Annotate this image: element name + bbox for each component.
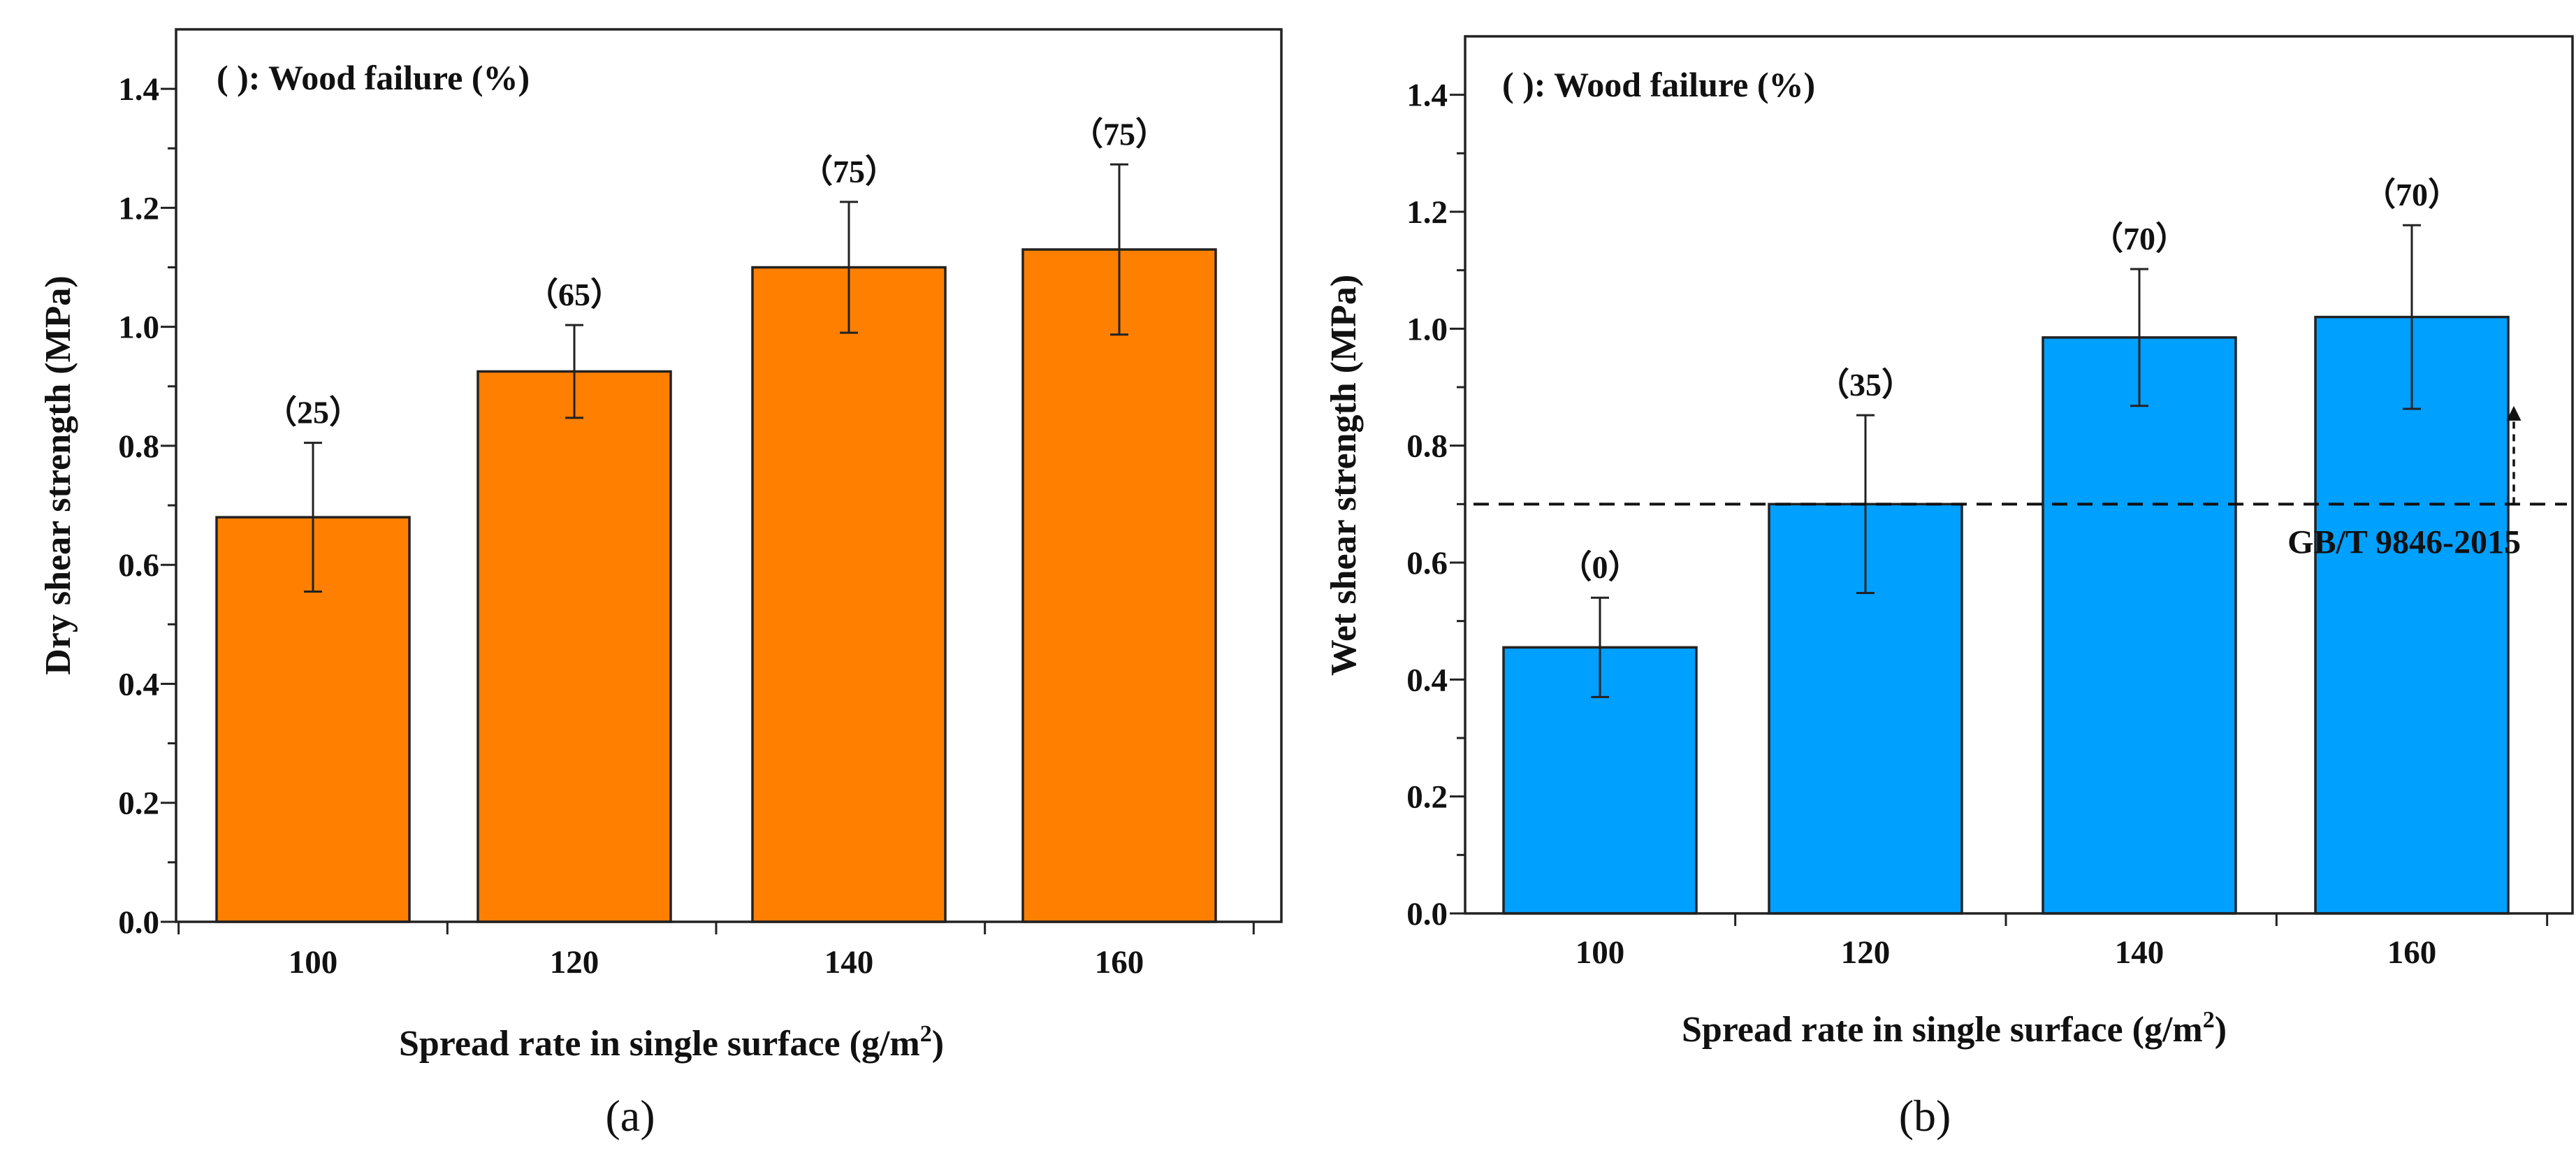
wood-failure-label-b-160: （70） [2364, 177, 2460, 212]
y-tick-label-b: 0.4 [1406, 662, 1448, 698]
x-tick-label-b-160: 160 [2387, 934, 2437, 971]
plot-b-frame [1464, 35, 2574, 915]
y-tick-label-b: 0.0 [1406, 896, 1448, 932]
x-tick-label-a-120: 120 [550, 944, 599, 981]
wood-failure-label-a-120: （65） [526, 277, 623, 312]
y-tick-label-a: 0.4 [118, 666, 159, 702]
y-tick-label-a: 0.2 [118, 786, 159, 822]
y-tick-label-a: 0.8 [118, 428, 159, 465]
y-tick-label-a: 1.4 [118, 71, 159, 108]
wood-failure-label-a-100: （25） [265, 395, 361, 431]
wood-failure-label-a-160: （75） [1071, 116, 1167, 152]
plot-a: 0.0 0.2 0.4 0.6 0.8 1.0 1.2 1.4 （25） 100 （65） 120 （7… [118, 71, 1255, 981]
y-tick-label-b: 1.2 [1406, 194, 1448, 231]
wood-failure-label-b-120: （35） [1817, 367, 1914, 403]
bar-a-160 [1021, 248, 1217, 923]
x-axis-label-a: Spread rate in single surface (g/m2) [399, 1021, 944, 1064]
panel-a-dry-shear-chart: 0.0 0.2 0.4 0.6 0.8 1.0 1.2 1.4 （25） 100 （65） 120 （7… [38, 28, 1283, 1141]
x-tick-label-b-140: 140 [2115, 934, 2164, 971]
y-tick-label-a: 0.0 [118, 904, 159, 941]
wood-failure-legend-b: ( ): Wood failure (%) [1502, 65, 1815, 104]
panel-b-wet-shear-chart: 0.0 0.2 0.4 0.6 0.8 1.0 1.2 1.4 （0） 100 （35） 120 （70… [1324, 35, 2574, 1141]
y-tick-label-b: 0.2 [1406, 779, 1448, 816]
x-axis-label-b: Spread rate in single surface (g/m2) [1682, 1007, 2227, 1050]
wood-failure-legend-a: ( ): Wood failure (%) [217, 58, 530, 97]
wood-failure-label-b-140: （70） [2091, 221, 2188, 256]
y-tick-label-b: 0.6 [1406, 545, 1448, 581]
reference-label: GB/T 9846-2015 [2287, 523, 2521, 560]
bar-b-100 [1502, 646, 1698, 915]
y-tick-label-a: 1.0 [118, 310, 159, 346]
plot-a-frame [175, 28, 1283, 923]
bar-b-160 [2314, 315, 2510, 915]
bar-a-140 [751, 266, 947, 923]
bar-b-140 [2042, 336, 2237, 915]
y-tick-label-b: 0.8 [1406, 428, 1448, 465]
plot-b: 0.0 0.2 0.4 0.6 0.8 1.0 1.2 1.4 （0） 100 （35） 120 （70… [1406, 78, 2567, 971]
x-tick-label-b-100: 100 [1576, 934, 1625, 971]
y-axis-label-b: Wet shear strength (MPa) [1324, 275, 1364, 676]
x-tick-label-a-100: 100 [289, 944, 338, 981]
panel-label-a: (a) [605, 1091, 655, 1141]
y-axis-label-a: Dry shear strength (MPa) [38, 275, 78, 674]
y-tick-label-a: 0.6 [118, 547, 159, 584]
y-tick-label-a: 1.2 [118, 190, 159, 226]
wood-failure-label-b-100: （0） [1560, 549, 1640, 585]
panel-label-b: (b) [1899, 1091, 1951, 1141]
x-tick-label-b-120: 120 [1841, 934, 1891, 971]
x-tick-label-a-160: 160 [1095, 944, 1144, 981]
y-tick-label-b: 1.0 [1406, 311, 1448, 347]
wood-failure-label-a-140: （75） [801, 154, 897, 189]
bar-a-120 [476, 370, 672, 923]
y-tick-label-b: 1.4 [1406, 78, 1448, 114]
x-tick-label-a-140: 140 [824, 944, 874, 981]
